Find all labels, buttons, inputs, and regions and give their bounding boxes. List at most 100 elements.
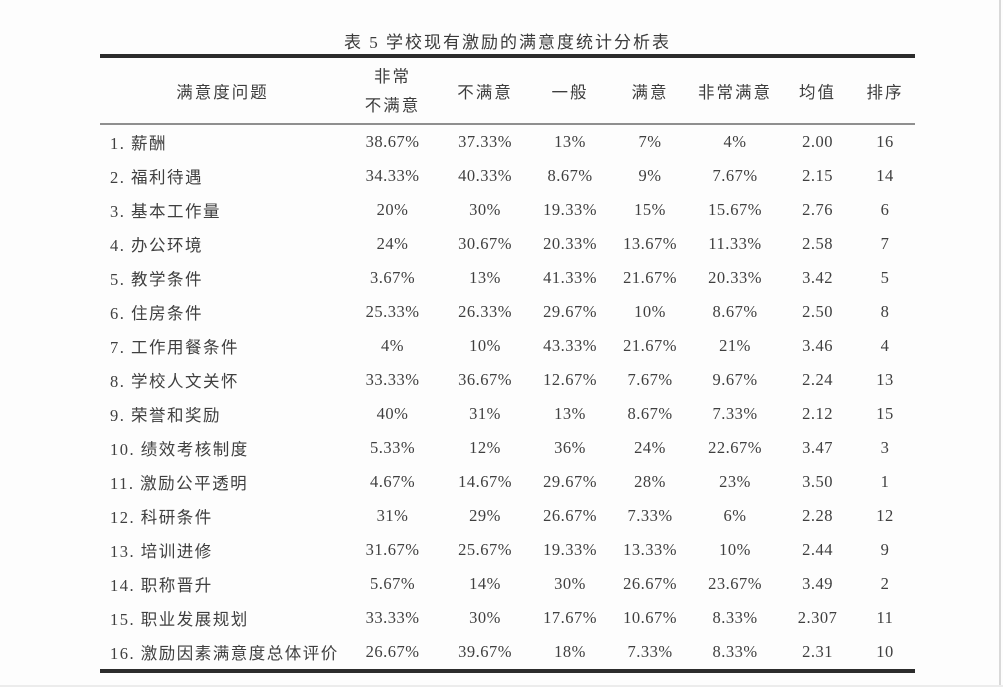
cell-satisfied: 15% — [634, 200, 666, 219]
cell-neutral: 18% — [554, 642, 586, 661]
cell-question: 9. 荣誉和奖励 — [110, 406, 221, 425]
cell-very-satisfied: 7.67% — [712, 166, 758, 185]
cell-mean: 3.47 — [802, 438, 833, 457]
cell-neutral: 12.67% — [543, 370, 597, 389]
cell-satisfied: 28% — [634, 472, 666, 491]
table-row: 12. 科研条件 31% 29% 26.67% 7.33% 6% 2.28 12 — [100, 499, 915, 533]
cell-very-dissatisfied: 25.33% — [365, 302, 420, 321]
table-row: 11. 激励公平透明 4.67% 14.67% 29.67% 28% 23% 3… — [100, 465, 915, 499]
cell-rank: 5 — [880, 268, 890, 287]
cell-satisfied: 10% — [634, 302, 666, 321]
cell-dissatisfied: 37.33% — [458, 132, 512, 151]
header-very-dissatisfied-line1: 非常 — [374, 66, 411, 86]
cell-dissatisfied: 14% — [469, 574, 501, 593]
cell-question: 16. 激励因素满意度总体评价 — [110, 644, 339, 663]
table-row: 8. 学校人文关怀 33.33% 36.67% 12.67% 7.67% 9.6… — [100, 363, 915, 397]
cell-neutral: 19.33% — [543, 200, 597, 219]
cell-very-dissatisfied: 40% — [376, 404, 409, 423]
cell-satisfied: 9% — [638, 166, 662, 185]
cell-question: 8. 学校人文关怀 — [110, 372, 239, 391]
cell-very-dissatisfied: 4.67% — [369, 472, 416, 491]
table-row: 6. 住房条件 25.33% 26.33% 29.67% 10% 8.67% 2… — [100, 295, 915, 329]
cell-question: 1. 薪酬 — [110, 134, 167, 153]
table-row: 10. 绩效考核制度 5.33% 12% 36% 24% 22.67% 3.47… — [100, 431, 915, 465]
cell-mean: 2.24 — [802, 370, 833, 389]
cell-very-dissatisfied: 20% — [376, 200, 409, 219]
header-question: 满意度问题 — [100, 56, 345, 125]
cell-dissatisfied: 25.67% — [458, 540, 512, 559]
cell-very-dissatisfied: 4% — [381, 336, 404, 355]
cell-neutral: 29.67% — [543, 472, 597, 491]
cell-mean: 3.42 — [802, 268, 833, 287]
cell-mean: 3.50 — [802, 472, 833, 491]
cell-mean: 2.31 — [802, 642, 833, 661]
cell-dissatisfied: 40.33% — [458, 166, 512, 185]
cell-mean: 2.44 — [802, 540, 833, 559]
table-row: 1. 薪酬 38.67% 37.33% 13% 7% 4% 2.00 16 — [100, 124, 915, 159]
table-caption: 表 5 学校现有激励的满意度统计分析表 — [344, 33, 671, 52]
cell-mean: 2.12 — [802, 404, 833, 423]
cell-rank: 12 — [876, 506, 894, 525]
cell-dissatisfied: 30% — [469, 608, 501, 627]
cell-dissatisfied: 29% — [469, 506, 501, 525]
cell-mean: 2.50 — [802, 302, 833, 321]
cell-mean: 2.28 — [802, 506, 833, 525]
cell-question: 7. 工作用餐条件 — [110, 338, 239, 357]
table-row: 16. 激励因素满意度总体评价 26.67% 39.67% 18% 7.33% … — [100, 635, 915, 671]
cell-question: 3. 基本工作量 — [110, 202, 221, 221]
header-row: 满意度问题 非常 不满意 不满意 一般 满意 非常满意 均值 排序 — [100, 56, 915, 125]
cell-very-satisfied: 6% — [723, 506, 747, 525]
cell-very-dissatisfied: 31% — [376, 506, 409, 525]
satisfaction-table: 满意度问题 非常 不满意 不满意 一般 满意 非常满意 均值 排序 1. 薪酬 3… — [100, 54, 915, 673]
table-row: 7. 工作用餐条件 4% 10% 43.33% 21.67% 21% 3.46 … — [100, 329, 915, 363]
cell-very-dissatisfied: 3.67% — [369, 268, 416, 287]
cell-satisfied: 7.67% — [627, 370, 673, 389]
cell-neutral: 36% — [554, 438, 586, 457]
cell-rank: 16 — [876, 132, 894, 151]
cell-very-dissatisfied: 33.33% — [365, 370, 420, 389]
header-rank: 排序 — [855, 56, 915, 125]
cell-very-satisfied: 4% — [723, 132, 747, 151]
cell-dissatisfied: 13% — [469, 268, 501, 287]
cell-question: 14. 职称晋升 — [110, 576, 213, 595]
cell-neutral: 17.67% — [543, 608, 597, 627]
cell-very-satisfied: 7.33% — [712, 404, 758, 423]
cell-very-dissatisfied: 24% — [376, 234, 409, 253]
cell-very-satisfied: 21% — [719, 336, 751, 355]
header-neutral: 一般 — [530, 56, 610, 125]
cell-very-satisfied: 23% — [719, 472, 751, 491]
cell-neutral: 26.67% — [543, 506, 597, 525]
cell-very-satisfied: 20.33% — [708, 268, 762, 287]
cell-mean: 2.76 — [802, 200, 833, 219]
cell-very-dissatisfied: 26.67% — [365, 642, 420, 661]
cell-satisfied: 8.67% — [627, 404, 673, 423]
cell-neutral: 43.33% — [543, 336, 597, 355]
cell-question: 13. 培训进修 — [110, 542, 213, 561]
cell-question: 10. 绩效考核制度 — [110, 440, 249, 459]
table-row: 15. 职业发展规划 33.33% 30% 17.67% 10.67% 8.33… — [100, 601, 915, 635]
cell-very-satisfied: 9.67% — [712, 370, 758, 389]
header-very-satisfied: 非常满意 — [690, 56, 780, 125]
cell-satisfied: 24% — [634, 438, 666, 457]
cell-very-dissatisfied: 33.33% — [365, 608, 420, 627]
cell-rank: 3 — [880, 438, 890, 457]
cell-satisfied: 10.67% — [623, 608, 677, 627]
cell-rank: 1 — [880, 472, 890, 491]
cell-satisfied: 7.33% — [627, 642, 673, 661]
cell-very-satisfied: 22.67% — [708, 438, 762, 457]
table-row: 4. 办公环境 24% 30.67% 20.33% 13.67% 11.33% … — [100, 227, 915, 261]
paper-table-figure: 表 5 学校现有激励的满意度统计分析表 满意度问题 非常 不满意 不满意 一般 满… — [100, 0, 915, 673]
table-header: 满意度问题 非常 不满意 不满意 一般 满意 非常满意 均值 排序 — [100, 56, 915, 125]
cell-dissatisfied: 36.67% — [458, 370, 512, 389]
cell-very-dissatisfied: 38.67% — [365, 132, 420, 151]
header-dissatisfied: 不满意 — [440, 56, 530, 125]
cell-neutral: 13% — [554, 404, 586, 423]
cell-question: 11. 激励公平透明 — [110, 474, 249, 493]
cell-question: 6. 住房条件 — [110, 304, 203, 323]
page-scan-right-edge — [999, 0, 1001, 687]
cell-rank: 11 — [876, 608, 894, 627]
cell-very-dissatisfied: 31.67% — [365, 540, 420, 559]
cell-rank: 9 — [880, 540, 890, 559]
cell-very-satisfied: 8.33% — [712, 608, 758, 627]
cell-neutral: 30% — [554, 574, 586, 593]
